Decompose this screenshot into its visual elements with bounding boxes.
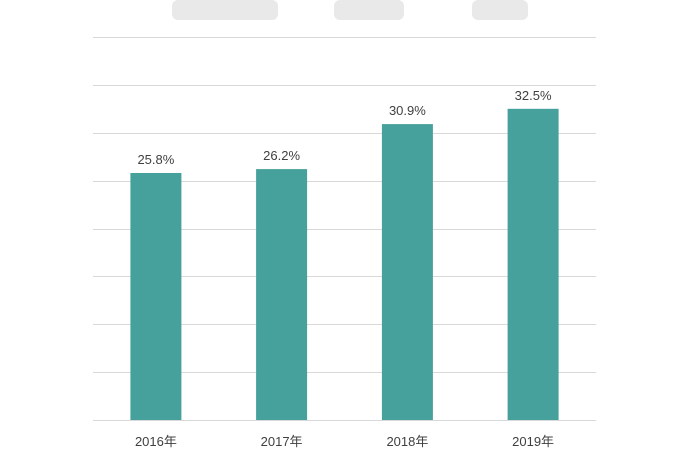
data-label-2016年: 25.8% — [137, 152, 174, 167]
bar-2016年 — [130, 173, 182, 420]
header-blur-3 — [472, 0, 528, 20]
header-blur — [172, 0, 528, 20]
data-label-2018年: 30.9% — [389, 103, 426, 118]
data-labels: 25.8% 26.2% 30.9% 32.5% — [137, 88, 552, 167]
data-label-2017年: 26.2% — [263, 148, 300, 163]
data-label-2019年: 32.5% — [515, 88, 552, 103]
bar-2018年 — [381, 124, 433, 420]
x-tick-label-2017年: 2017年 — [261, 434, 303, 449]
bar-2017年 — [256, 169, 308, 420]
x-tick-label-2016年: 2016年 — [135, 434, 177, 449]
header-blur-2 — [334, 0, 404, 20]
x-tick-label-2019年: 2019年 — [512, 434, 554, 449]
x-tick-label-2018年: 2018年 — [386, 434, 428, 449]
bar-2019年 — [507, 108, 559, 421]
bars — [130, 108, 559, 421]
header-blur-1 — [172, 0, 278, 20]
x-tick-labels: 2016年 2017年 2018年 2019年 — [135, 434, 554, 449]
